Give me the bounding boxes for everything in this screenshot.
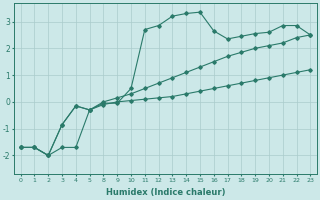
X-axis label: Humidex (Indice chaleur): Humidex (Indice chaleur) [106,188,225,197]
